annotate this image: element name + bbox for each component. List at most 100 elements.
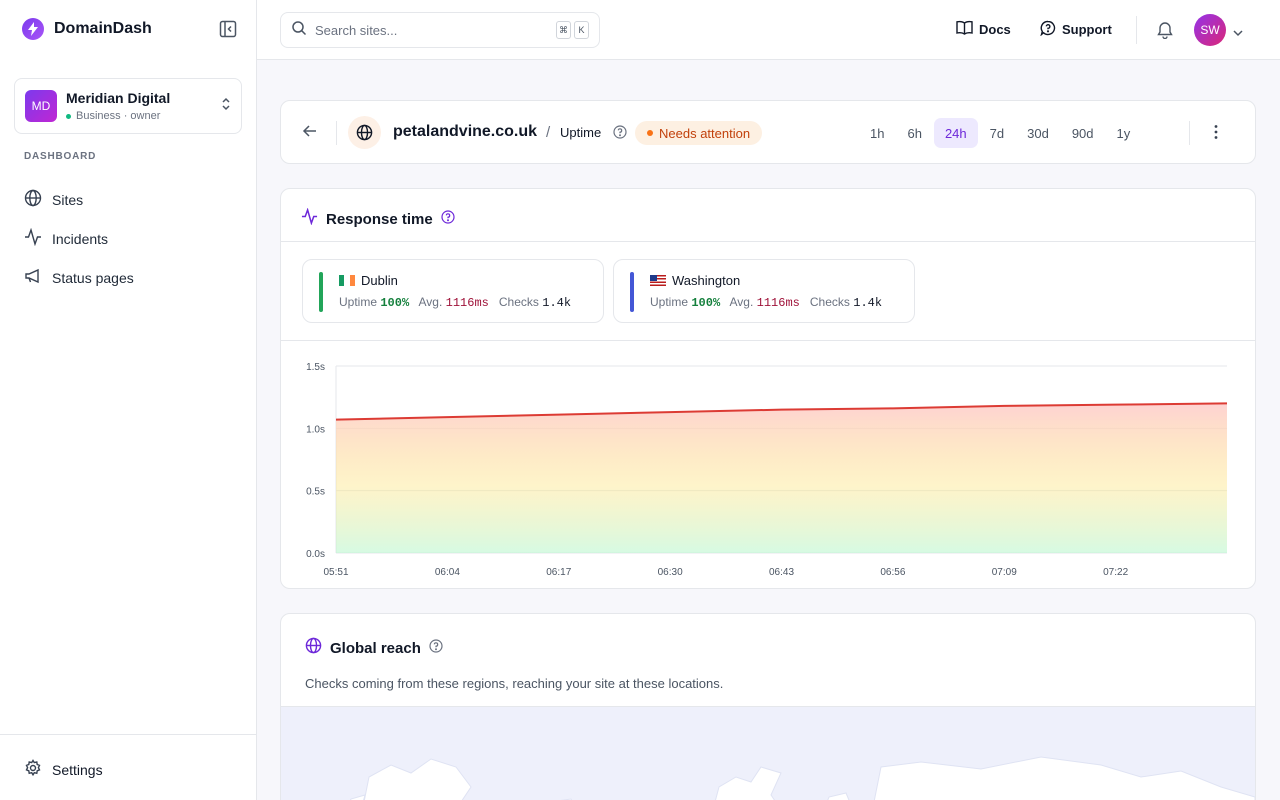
help-icon[interactable] [441,209,455,229]
org-name: Meridian Digital [66,90,171,106]
global-reach-card: Global reach Checks coming from these re… [280,613,1256,800]
response-time-chart: 1.5s 1.0s 0.5s 0.0s 05:51 06:04 06:17 06:30 06:… [306,362,1228,578]
uptime-label: Uptime [650,295,689,309]
breadcrumb-page: Uptime [560,125,602,140]
range-24h[interactable]: 24h [933,118,978,148]
range-90d[interactable]: 90d [1071,125,1094,141]
more-vertical-icon[interactable] [1207,123,1225,146]
user-avatar[interactable]: SW [1194,14,1226,46]
sidebar-nav: Sites Incidents Status pages [24,180,234,297]
range-30d[interactable]: 30d [1027,125,1049,141]
lightning-logo-icon [22,18,44,40]
avg-value: 1116ms [756,296,800,310]
divider [336,121,337,145]
search-box[interactable]: Search sites... ⌘ K [280,12,600,48]
reach-description: Checks coming from these regions, reachi… [305,676,724,691]
location-color-bar [319,272,323,312]
world-map[interactable] [281,706,1256,800]
brand[interactable]: DomainDash [22,18,152,40]
x-tick-label: 05:51 [323,567,348,578]
x-tick-label: 06:43 [769,567,794,578]
site-globe-icon [348,116,381,149]
shortcut-key: K [574,21,589,39]
checks-label: Checks [809,295,850,309]
time-range-selector: 1h 6h 24h 7d 30d 90d 1y [859,118,1142,148]
x-tick-label: 06:04 [435,567,460,578]
x-tick-label: 07:22 [1103,567,1128,578]
sidebar-item-status-pages[interactable]: Status pages [24,258,234,297]
book-icon [956,20,973,38]
support-chat-icon [1040,20,1056,39]
range-1y[interactable]: 1y [1116,125,1131,141]
x-tick-label: 06:17 [546,567,571,578]
site-name: petalandvine.co.uk [393,123,538,140]
checks-value: 1.4k [853,296,883,310]
collapse-sidebar-icon[interactable] [219,20,239,40]
sidebar-item-sites[interactable]: Sites [24,180,234,219]
checks-value: 1.4k [542,296,572,310]
x-tick-label: 06:56 [880,567,905,578]
location-color-bar [630,272,634,312]
support-label: Support [1062,22,1112,37]
sidebar-footer: Settings [0,734,256,800]
location-name: Dublin [361,273,398,288]
range-7d[interactable]: 7d [989,125,1005,141]
sidebar-item-label: Incidents [52,230,109,247]
org-switcher[interactable]: MD Meridian Digital Business · owner [14,78,242,134]
divider [1136,16,1137,44]
app-name: DomainDash [54,20,152,37]
uptime-value: 100% [380,296,410,310]
ireland-flag-icon [339,275,355,286]
docs-link[interactable]: Docs [956,20,1011,38]
range-6h[interactable]: 6h [907,125,922,141]
y-tick-label: 1.5s [306,362,325,373]
y-tick-label: 0.0s [306,549,325,560]
nav-section-label: DASHBOARD [24,151,97,162]
search-input[interactable]: Search sites... [315,22,398,38]
sidebar-item-label: Status pages [52,269,134,286]
back-arrow-icon[interactable] [302,123,318,144]
avg-value: 1116ms [445,296,489,310]
uptime-value: 100% [691,296,721,310]
gear-icon [24,759,42,780]
activity-icon [24,227,42,249]
org-plan: Business · owner [76,110,161,122]
divider [281,241,1255,242]
location-card-washington[interactable]: Washington Uptime 100% Avg. 1116ms Check… [613,259,915,323]
help-icon[interactable] [613,125,627,144]
divider [281,340,1255,341]
location-card-dublin[interactable]: Dublin Uptime 100% Avg. 1116ms Checks 1.… [302,259,604,323]
sidebar: DomainDash MD Meridian Digital Business … [0,0,257,800]
sidebar-item-label: Sites [52,191,84,208]
response-time-card: Response time Dublin Uptime 100% Avg. 11… [280,188,1256,589]
bell-icon[interactable] [1156,20,1174,44]
chevron-updown-icon [221,97,231,116]
docs-label: Docs [979,21,1011,37]
globe-icon [305,637,322,659]
help-icon[interactable] [429,638,443,658]
status-dot [66,113,71,119]
y-tick-label: 0.5s [306,487,325,498]
megaphone-icon [24,267,42,288]
y-tick-label: 1.0s [306,424,325,435]
usa-flag-icon [650,275,666,286]
avg-label: Avg. [729,295,754,309]
status-text: Needs attention [659,125,751,141]
x-tick-label: 06:30 [658,567,683,578]
divider [1189,121,1190,145]
support-link[interactable]: Support [1040,20,1112,39]
org-avatar: MD [25,90,57,122]
status-badge: Needs attention [635,121,763,145]
activity-icon [301,207,318,230]
sidebar-item-incidents[interactable]: Incidents [24,219,234,258]
status-dot [647,130,653,136]
site-header-card: petalandvine.co.uk / Uptime Needs attent… [280,100,1256,164]
chevron-down-icon[interactable] [1233,24,1243,42]
card-title: Global reach [330,639,421,657]
card-title: Response time [326,210,433,228]
sidebar-item-settings[interactable]: Settings [24,759,103,780]
shortcut-key: ⌘ [556,21,571,39]
range-1h[interactable]: 1h [870,125,885,141]
response-line [335,402,1228,421]
x-tick-label: 07:09 [992,567,1017,578]
